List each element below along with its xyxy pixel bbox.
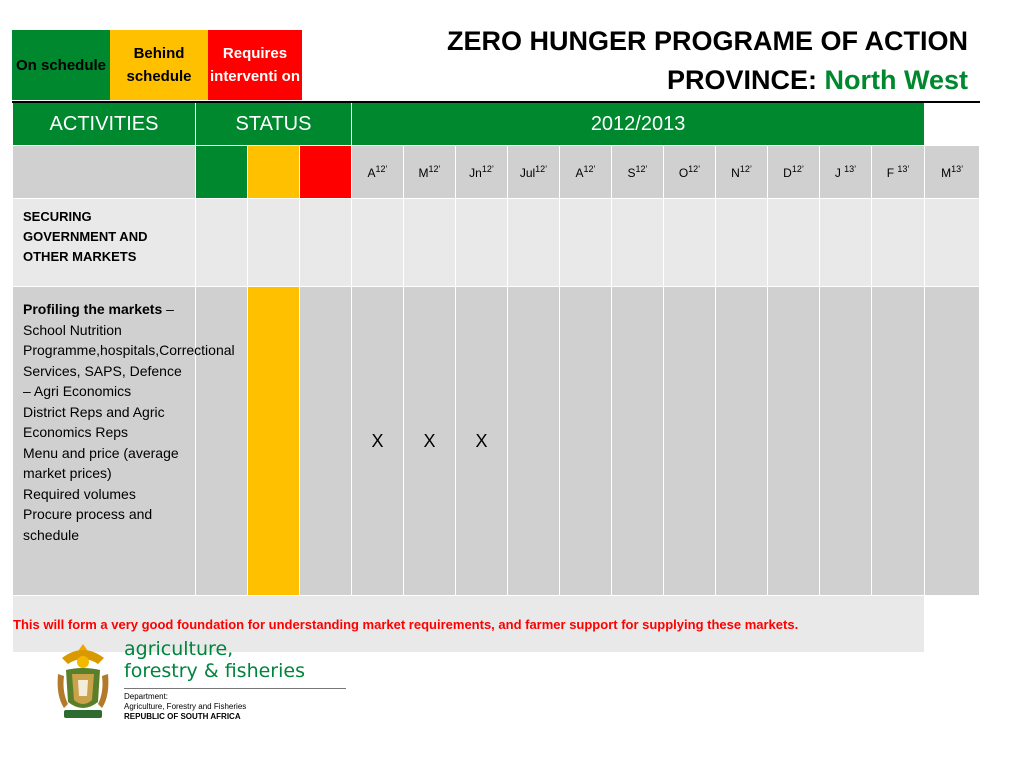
section-month-cell bbox=[611, 198, 665, 287]
activity-month-mark: X bbox=[351, 286, 405, 596]
activity-title: Profiling the markets bbox=[23, 301, 163, 317]
activity-month-mark: X bbox=[455, 286, 509, 596]
section-month-cell bbox=[767, 198, 821, 287]
ministry-name: agriculture, forestry & fisheries bbox=[124, 638, 305, 682]
activity-description: Profiling the markets – School Nutrition… bbox=[12, 286, 235, 596]
section-month-cell bbox=[403, 198, 457, 287]
month-header-cell: F 13’ bbox=[871, 145, 926, 199]
section-month-cell bbox=[715, 198, 769, 287]
month-header-cell: N12’ bbox=[715, 145, 769, 199]
province-line: PROVINCE: North West bbox=[447, 61, 968, 100]
activity-month-mark: X bbox=[403, 286, 457, 596]
activity-dash: – bbox=[162, 301, 174, 317]
activity-month-mark bbox=[611, 286, 665, 596]
activity-month-mark bbox=[767, 286, 821, 596]
month-header-cell: A12’ bbox=[351, 145, 405, 199]
section-month-cell bbox=[455, 198, 509, 287]
activity-month-mark bbox=[924, 286, 980, 596]
section-status-cell bbox=[195, 198, 248, 287]
section-status-cell bbox=[298, 198, 353, 287]
status-legend: On schedule Behind schedule Requires int… bbox=[12, 30, 302, 100]
month-header-cell: M13’ bbox=[924, 145, 980, 199]
activity-line-1: School Nutrition Programme,hospitals,Cor… bbox=[23, 321, 235, 400]
status-green-swatch bbox=[195, 145, 248, 199]
activity-line-2: District Reps and Agric Economics Reps bbox=[23, 403, 165, 441]
activity-line-5: Procure process and schedule bbox=[23, 506, 153, 543]
department-text: Department: Agriculture, Forestry and Fi… bbox=[124, 692, 247, 721]
month-header-cell: M12’ bbox=[403, 145, 457, 199]
month-header-cell: O12’ bbox=[663, 145, 717, 199]
section-row: SECURING GOVERNMENT AND OTHER MARKETS bbox=[12, 198, 980, 287]
month-header-cell: Jul12’ bbox=[507, 145, 561, 199]
title-line: ZERO HUNGER PROGRAME OF ACTION bbox=[446, 26, 968, 56]
activity-line-3: Menu and price (average market prices) bbox=[23, 444, 179, 482]
section-month-cell bbox=[924, 198, 980, 287]
section-month-cell bbox=[351, 198, 405, 287]
month-header-cell: J 13’ bbox=[819, 145, 873, 199]
section-month-cell bbox=[507, 198, 561, 287]
page-title: ZERO HUNGER PROGRAME OF ACTION PROVINCE:… bbox=[447, 22, 968, 100]
coat-of-arms-icon bbox=[57, 644, 109, 718]
section-month-cell bbox=[871, 198, 926, 287]
status-header: STATUS bbox=[194, 101, 353, 146]
section-status-cell bbox=[247, 198, 300, 287]
note-row: This will form a very good foundation fo… bbox=[11, 595, 980, 653]
month-header-cell: A12’ bbox=[559, 145, 613, 199]
province-name: North West bbox=[824, 65, 968, 95]
month-header-row: A12’ M12’ Jn12’ Jul12’ A12’ S12’ O12’ N12’ D12’ J… bbox=[12, 145, 980, 199]
header-row: ACTIVITIES STATUS 2012/2013 bbox=[12, 101, 980, 146]
section-heading: SECURING GOVERNMENT AND OTHER MARKETS bbox=[12, 198, 196, 287]
activity-month-mark bbox=[871, 286, 926, 596]
activity-month-mark bbox=[663, 286, 717, 596]
blank-cell bbox=[12, 145, 196, 199]
month-header-cell: D12’ bbox=[767, 145, 821, 199]
status-cell-amber bbox=[247, 286, 300, 596]
activity-month-mark bbox=[559, 286, 613, 596]
activity-line-4: Required volumes bbox=[23, 485, 136, 502]
month-header-cell: Jn12’ bbox=[455, 145, 509, 199]
status-red-swatch bbox=[298, 145, 353, 199]
section-month-cell bbox=[663, 198, 717, 287]
department-logo: agriculture, forestry & fisheries Depart… bbox=[52, 638, 346, 724]
legend-on-schedule: On schedule bbox=[12, 30, 110, 100]
period-header: 2012/2013 bbox=[351, 101, 926, 146]
summary-note: This will form a very good foundation fo… bbox=[11, 595, 926, 653]
activity-month-mark bbox=[819, 286, 873, 596]
action-plan-table: ACTIVITIES STATUS 2012/2013 A12’ M12’ Jn12… bbox=[11, 101, 980, 653]
legend-behind-schedule: Behind schedule bbox=[110, 30, 208, 100]
section-month-cell bbox=[559, 198, 613, 287]
activity-row: Profiling the markets – School Nutrition… bbox=[12, 286, 980, 596]
month-header-cell: S12’ bbox=[611, 145, 665, 199]
status-cell-red bbox=[298, 286, 353, 596]
activity-month-mark bbox=[715, 286, 769, 596]
activities-header: ACTIVITIES bbox=[12, 101, 196, 146]
status-amber-swatch bbox=[247, 145, 300, 199]
logo-divider bbox=[124, 688, 346, 689]
legend-requires-intervention: Requires interventi on bbox=[208, 30, 302, 100]
status-cell-green bbox=[195, 286, 248, 596]
section-month-cell bbox=[819, 198, 873, 287]
province-label: PROVINCE: bbox=[666, 65, 817, 95]
activity-month-mark bbox=[507, 286, 561, 596]
